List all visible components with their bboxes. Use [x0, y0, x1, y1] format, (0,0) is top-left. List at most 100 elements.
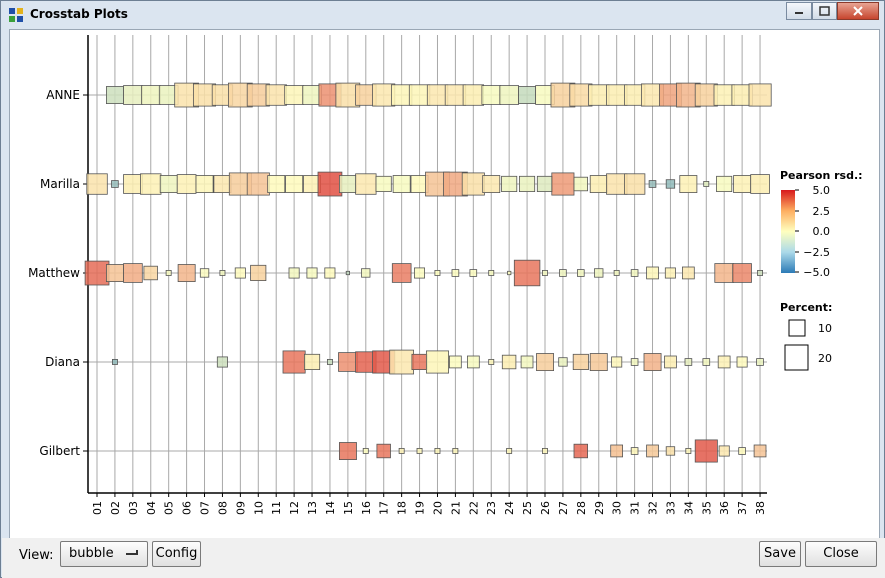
cell-Marilla-22 — [461, 172, 485, 196]
column-label: 10 — [252, 501, 265, 515]
cell-Matthew-14 — [324, 267, 336, 279]
cell-Matthew-19 — [413, 267, 425, 279]
cell-ANNE-21 — [444, 84, 467, 106]
cell-Marilla-38 — [750, 174, 770, 194]
column-label: 38 — [754, 501, 767, 515]
cell-Gilbert-28 — [573, 443, 589, 459]
cell-Marilla-17 — [375, 175, 392, 193]
cell-Marilla-16 — [355, 173, 377, 195]
cell-Marilla-37 — [733, 175, 752, 194]
cell-Matthew-12 — [288, 267, 300, 279]
cell-Diana-18 — [389, 349, 415, 375]
cell-Marilla-35 — [703, 180, 710, 187]
cell-Marilla-26 — [536, 175, 553, 193]
close-window-button[interactable] — [837, 2, 879, 20]
cell-Marilla-23 — [482, 175, 501, 194]
column-label: 05 — [163, 501, 176, 515]
view-select[interactable]: bubble — [60, 541, 148, 567]
cell-Gilbert-24 — [506, 447, 513, 454]
cell-Marilla-06 — [176, 174, 197, 194]
cell-Matthew-21 — [451, 269, 460, 277]
maximize-button[interactable] — [812, 2, 837, 20]
cell-Diana-32 — [643, 353, 662, 372]
column-label: 14 — [324, 501, 337, 515]
cell-Gilbert-32 — [646, 444, 659, 458]
size-legend-title: Percent: — [780, 301, 832, 314]
cell-Matthew-38 — [757, 269, 763, 276]
title-bar: Crosstab Plots — [1, 1, 884, 28]
column-label: 13 — [306, 501, 319, 515]
cell-Marilla-32 — [648, 180, 657, 188]
cell-Matthew-33 — [664, 267, 676, 279]
color-legend-label: 0.0 — [813, 225, 831, 238]
cell-Matthew-10 — [250, 264, 267, 282]
column-label: 09 — [234, 501, 247, 515]
window-title: Crosstab Plots — [30, 7, 128, 21]
cell-Gilbert-18 — [398, 447, 405, 454]
cell-Diana-12 — [282, 350, 306, 374]
cell-Marilla-29 — [589, 175, 608, 194]
cell-Diana-33 — [664, 355, 677, 369]
cell-ANNE-25 — [518, 86, 537, 105]
crosstab-bubble-chart: ANNE Marilla Matthew Diana Gilbert 01 02 03 04 0… — [28, 35, 863, 515]
cell-Marilla-34 — [679, 175, 698, 194]
column-label: 22 — [467, 501, 480, 515]
close-button[interactable]: Close — [805, 541, 877, 567]
color-legend-label: 2.5 — [813, 205, 831, 218]
cell-ANNE-18 — [390, 84, 413, 106]
color-legend-title: Pearson rsd.: — [780, 169, 863, 182]
minimize-button[interactable] — [786, 2, 812, 20]
cell-Marilla-01 — [86, 173, 108, 195]
view-select-value: bubble — [69, 546, 114, 561]
cell-Matthew-09 — [234, 267, 246, 279]
dropdown-icon — [126, 550, 138, 555]
cell-Marilla-10 — [246, 172, 270, 196]
cell-ANNE-38 — [748, 83, 772, 107]
color-legend-label: −2.5 — [803, 246, 830, 259]
cell-Diana-31 — [630, 358, 639, 366]
cell-Matthew-05 — [165, 269, 172, 276]
close-icon — [853, 6, 863, 16]
cell-Marilla-07 — [195, 175, 214, 194]
cell-Gilbert-37 — [738, 447, 746, 455]
cell-Matthew-36 — [714, 263, 734, 283]
cell-ANNE-04 — [140, 85, 161, 105]
cell-Diana-26 — [536, 353, 555, 372]
cell-Gilbert-21 — [452, 447, 459, 454]
column-label: 32 — [647, 501, 660, 515]
row-label: ANNE — [46, 88, 80, 102]
size-legend-label-20: 20 — [818, 352, 832, 365]
color-legend-label: 5.0 — [813, 184, 831, 197]
save-button[interactable]: Save — [759, 541, 801, 567]
column-label: 04 — [145, 501, 158, 515]
config-button[interactable]: Config — [152, 541, 201, 567]
cell-Marilla-30 — [606, 173, 628, 195]
cell-Gilbert-30 — [610, 444, 624, 458]
color-legend-label: −5.0 — [803, 266, 830, 279]
column-label: 30 — [611, 501, 624, 515]
cell-Diana-23 — [488, 358, 495, 365]
cell-Diana-13 — [303, 353, 321, 370]
cell-ANNE-03 — [123, 85, 143, 105]
cell-Marilla-14 — [317, 171, 343, 197]
cell-Marilla-04 — [140, 173, 162, 195]
column-label: 25 — [521, 501, 534, 515]
cell-Matthew-25 — [513, 259, 541, 287]
cell-Diana-15 — [338, 352, 358, 372]
size-legend-box-20 — [784, 344, 809, 371]
column-label: 16 — [360, 501, 373, 515]
cell-Matthew-08 — [219, 269, 226, 276]
cell-Matthew-30 — [613, 269, 620, 276]
column-label: 26 — [539, 501, 552, 515]
cell-Marilla-03 — [123, 174, 143, 194]
cell-ANNE-30 — [606, 84, 628, 106]
cell-Matthew-01 — [84, 260, 110, 286]
cell-Marilla-33 — [665, 179, 676, 189]
cell-Diana-37 — [736, 356, 748, 368]
cell-Marilla-24 — [501, 175, 518, 193]
cell-ANNE-02 — [106, 86, 124, 105]
cell-Diana-08 — [216, 356, 228, 368]
cell-Matthew-37 — [732, 263, 752, 283]
cell-Matthew-06 — [177, 264, 196, 283]
